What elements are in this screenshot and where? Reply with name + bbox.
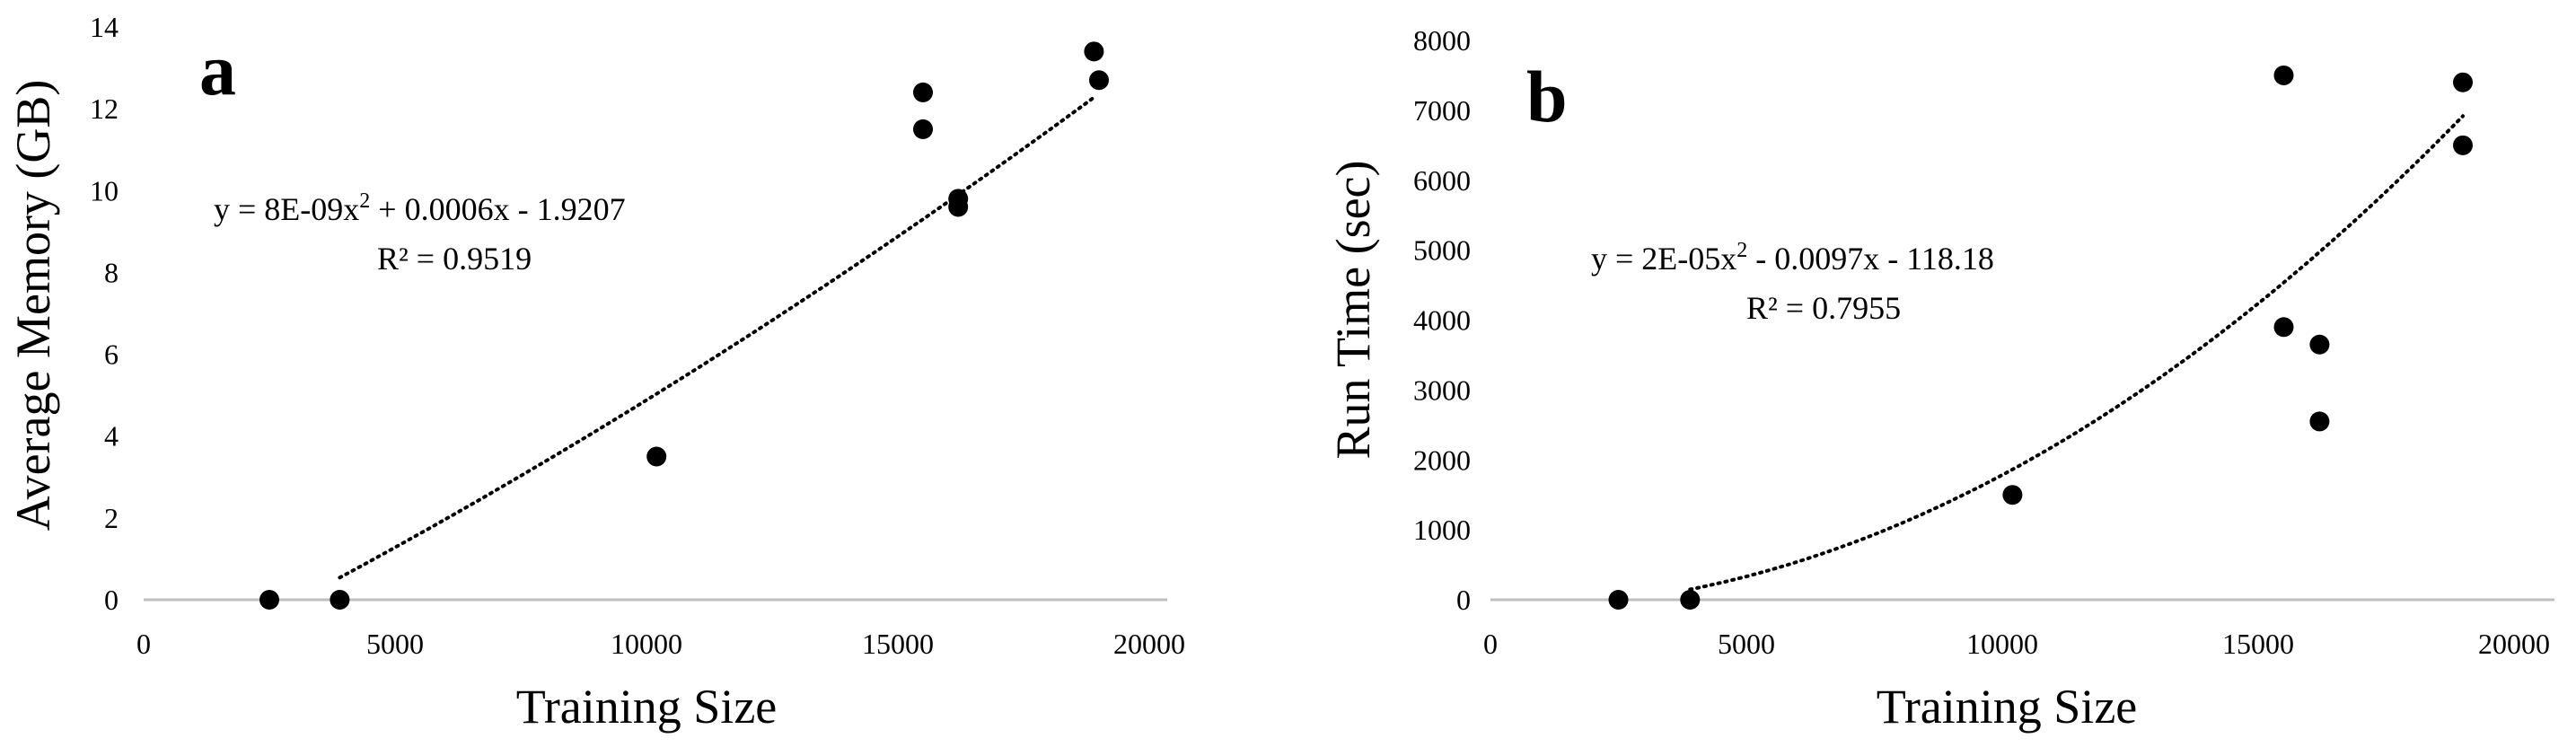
y-tick-label: 6	[104, 338, 119, 371]
r-squared: R² = 0.9519	[377, 241, 532, 277]
data-point	[330, 590, 350, 610]
data-point	[2273, 65, 2294, 85]
y-tick-label: 3000	[1413, 374, 1471, 406]
y-axis-title: Run Time (sec)	[1326, 160, 1380, 459]
y-tick-label: 5000	[1413, 234, 1471, 267]
data-point	[2273, 317, 2294, 338]
x-tick-label: 15000	[862, 628, 934, 660]
data-point	[2309, 411, 2330, 432]
panel-a: 0 2 4 6 8 10 12 14 0 5000 10000 15000 20000 a y = 8…	[6, 11, 1185, 734]
y-tick-label: 4	[104, 420, 119, 453]
trendline	[338, 95, 1096, 580]
x-axis-title: Training Size	[1877, 680, 2138, 734]
x-tick-label: 5000	[1718, 628, 1775, 660]
y-tick-label: 1000	[1413, 514, 1471, 546]
x-tick-label: 0	[1483, 628, 1498, 660]
trend-equation: y = 8E-09x2 + 0.0006x - 1.9207	[214, 189, 626, 227]
y-tick-label: 10	[90, 174, 119, 207]
y-tick-label: 0	[1456, 584, 1471, 616]
y-tick-label: 8000	[1413, 24, 1471, 57]
y-tick-label: 14	[90, 11, 119, 43]
data-point	[2002, 485, 2023, 505]
y-tick-label: 0	[104, 584, 119, 616]
data-point	[259, 590, 279, 610]
trendline	[1688, 114, 2465, 592]
data-point	[2453, 72, 2473, 92]
y-tick-label: 12	[90, 92, 119, 125]
data-point	[913, 119, 933, 139]
data-point	[1608, 590, 1629, 610]
panel-b: 0 1000 2000 3000 4000 5000 6000 7000 8000 0 5000 1…	[1326, 24, 2554, 734]
data-point	[2309, 334, 2330, 355]
x-tick-labels: 0 5000 10000 15000 20000	[1483, 628, 2550, 660]
x-tick-label: 5000	[366, 628, 424, 660]
y-tick-label: 2000	[1413, 444, 1471, 476]
y-tick-labels: 0 1000 2000 3000 4000 5000 6000 7000 8000	[1413, 24, 1471, 616]
data-points	[1608, 65, 2473, 610]
x-axis-title: Training Size	[516, 680, 778, 734]
y-tick-label: 4000	[1413, 304, 1471, 337]
x-tick-labels: 0 5000 10000 15000 20000	[136, 628, 1185, 660]
y-tick-label: 2	[104, 502, 119, 534]
data-point	[1084, 41, 1104, 62]
x-tick-label: 20000	[1113, 628, 1185, 660]
y-tick-label: 8	[104, 256, 119, 288]
data-point	[1089, 70, 1109, 91]
y-tick-label: 7000	[1413, 94, 1471, 127]
data-points	[259, 41, 1109, 610]
x-tick-label: 0	[136, 628, 151, 660]
y-tick-labels: 0 2 4 6 8 10 12 14	[90, 11, 119, 616]
panel-label: b	[1526, 56, 1568, 137]
data-point	[2453, 135, 2473, 155]
data-point	[948, 197, 969, 217]
r-squared: R² = 0.7955	[1746, 290, 1901, 326]
data-point	[646, 446, 667, 467]
x-tick-label: 10000	[1966, 628, 2038, 660]
x-tick-label: 10000	[611, 628, 682, 660]
trend-equation: y = 2E-05x2 - 0.0097x - 118.18	[1591, 239, 1994, 277]
y-tick-label: 6000	[1413, 164, 1471, 197]
y-axis-title: Average Memory (GB)	[6, 80, 60, 532]
x-tick-label: 15000	[2222, 628, 2294, 660]
data-point	[1680, 590, 1701, 610]
panel-label: a	[199, 29, 236, 110]
x-tick-label: 20000	[2478, 628, 2550, 660]
data-point	[913, 82, 933, 102]
